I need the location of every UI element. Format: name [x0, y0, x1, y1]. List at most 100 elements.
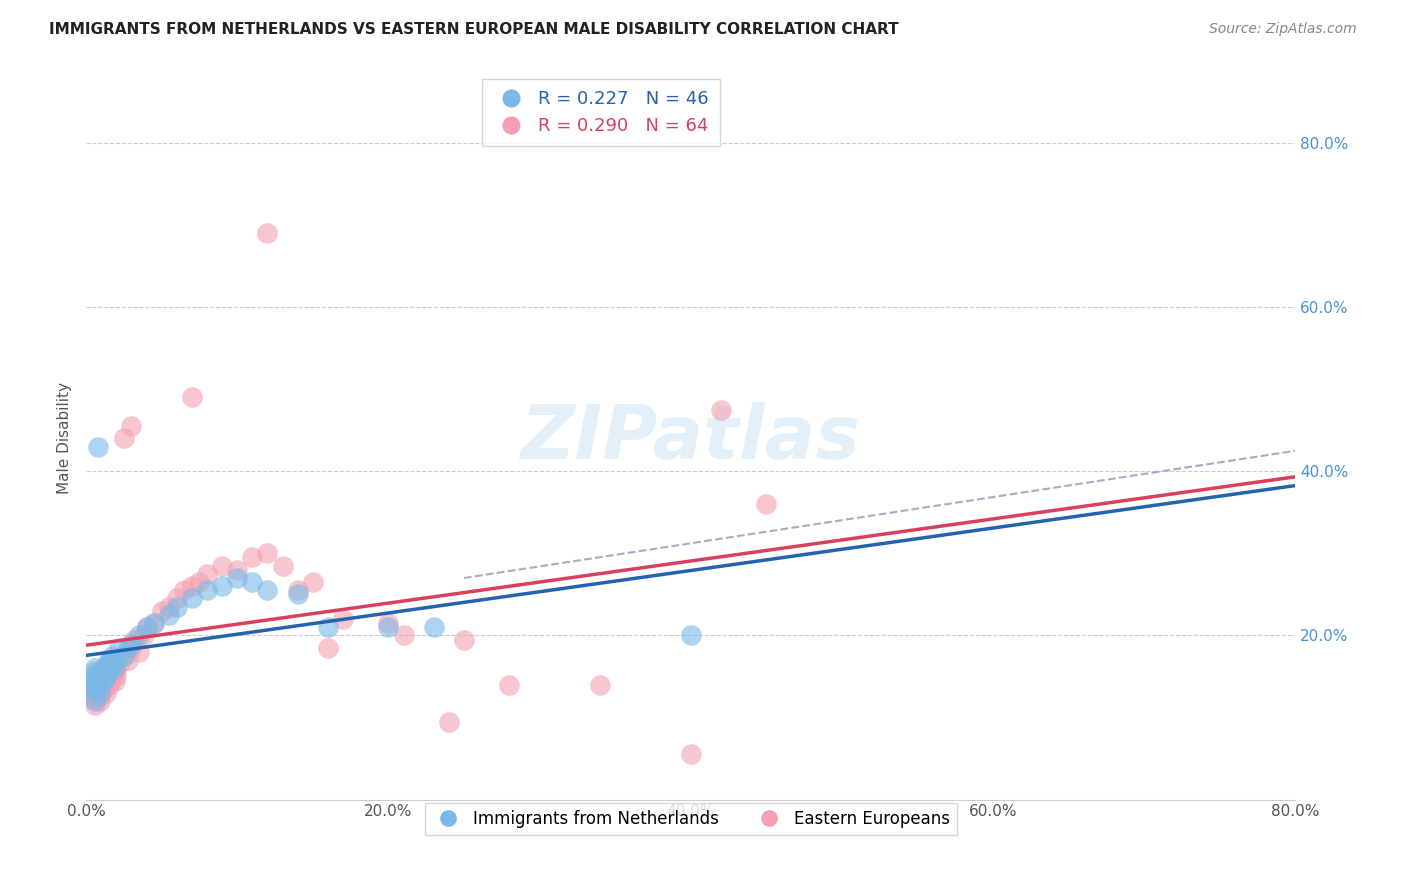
Point — [90, 673, 112, 688]
Point — [83, 669, 105, 683]
Point — [188, 575, 211, 590]
Point — [96, 657, 118, 672]
Point — [83, 665, 105, 680]
Point — [108, 640, 131, 655]
Point — [377, 616, 399, 631]
Point — [195, 566, 218, 581]
Point — [84, 678, 107, 692]
Point — [755, 497, 778, 511]
Point — [105, 661, 128, 675]
Point — [96, 673, 118, 688]
Point — [120, 637, 142, 651]
Point — [84, 661, 107, 675]
Point — [226, 571, 249, 585]
Point — [87, 440, 110, 454]
Text: ZIPatlas: ZIPatlas — [520, 402, 860, 475]
Point — [103, 657, 125, 672]
Point — [256, 583, 278, 598]
Point — [83, 678, 105, 692]
Point — [97, 653, 120, 667]
Point — [377, 620, 399, 634]
Point — [589, 678, 612, 692]
Point — [453, 632, 475, 647]
Point — [128, 628, 150, 642]
Point — [112, 648, 135, 663]
Point — [86, 681, 108, 696]
Point — [112, 648, 135, 663]
Point — [211, 558, 233, 573]
Point — [108, 657, 131, 672]
Point — [94, 669, 117, 683]
Point — [104, 673, 127, 688]
Point — [157, 599, 180, 614]
Point — [100, 665, 122, 680]
Point — [211, 579, 233, 593]
Point — [332, 612, 354, 626]
Point — [90, 665, 112, 680]
Point — [679, 628, 702, 642]
Point — [240, 550, 263, 565]
Point — [392, 628, 415, 642]
Point — [98, 657, 121, 672]
Point — [120, 640, 142, 655]
Point — [89, 686, 111, 700]
Point — [180, 579, 202, 593]
Point — [97, 678, 120, 692]
Point — [98, 673, 121, 688]
Point — [128, 645, 150, 659]
Point — [77, 681, 100, 696]
Point — [710, 402, 733, 417]
Point — [301, 575, 323, 590]
Legend: Immigrants from Netherlands, Eastern Europeans: Immigrants from Netherlands, Eastern Eur… — [425, 803, 956, 835]
Point — [104, 661, 127, 675]
Point — [105, 653, 128, 667]
Point — [195, 583, 218, 598]
Point — [135, 620, 157, 634]
Point — [256, 546, 278, 560]
Point — [256, 227, 278, 241]
Point — [150, 604, 173, 618]
Point — [79, 678, 101, 692]
Point — [87, 678, 110, 692]
Point — [166, 591, 188, 606]
Point — [271, 558, 294, 573]
Point — [87, 690, 110, 704]
Point — [132, 628, 155, 642]
Text: Source: ZipAtlas.com: Source: ZipAtlas.com — [1209, 22, 1357, 37]
Point — [97, 665, 120, 680]
Point — [117, 653, 139, 667]
Point — [316, 620, 339, 634]
Point — [89, 694, 111, 708]
Point — [226, 563, 249, 577]
Point — [93, 681, 115, 696]
Point — [103, 669, 125, 683]
Point — [84, 694, 107, 708]
Point — [83, 681, 105, 696]
Point — [91, 669, 114, 683]
Point — [157, 607, 180, 622]
Point — [100, 648, 122, 663]
Point — [287, 583, 309, 598]
Point — [135, 620, 157, 634]
Point — [117, 640, 139, 655]
Point — [437, 714, 460, 729]
Point — [91, 673, 114, 688]
Y-axis label: Male Disability: Male Disability — [58, 383, 72, 494]
Point — [93, 661, 115, 675]
Point — [423, 620, 446, 634]
Point — [120, 419, 142, 434]
Point — [82, 673, 104, 688]
Point — [112, 432, 135, 446]
Point — [124, 632, 146, 647]
Point — [143, 616, 166, 631]
Point — [679, 747, 702, 762]
Point — [498, 678, 520, 692]
Point — [90, 681, 112, 696]
Point — [84, 698, 107, 713]
Point — [90, 686, 112, 700]
Point — [93, 673, 115, 688]
Point — [105, 669, 128, 683]
Point — [79, 690, 101, 704]
Point — [87, 678, 110, 692]
Text: IMMIGRANTS FROM NETHERLANDS VS EASTERN EUROPEAN MALE DISABILITY CORRELATION CHAR: IMMIGRANTS FROM NETHERLANDS VS EASTERN E… — [49, 22, 898, 37]
